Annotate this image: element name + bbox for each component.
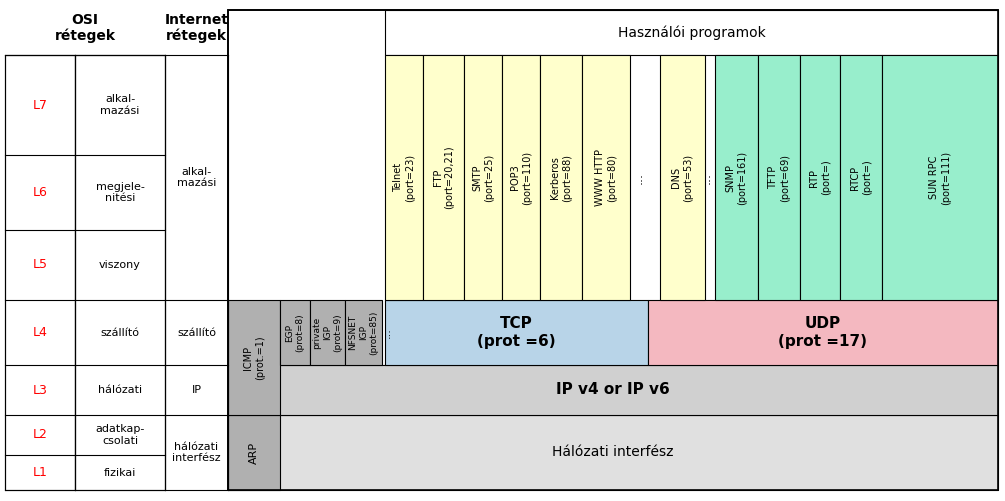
Bar <box>75 55 165 490</box>
Text: L4: L4 <box>32 326 47 339</box>
Text: hálózati: hálózati <box>97 385 142 395</box>
Bar <box>228 10 998 490</box>
Bar <box>582 55 630 300</box>
Text: viszony: viszony <box>99 260 141 270</box>
Bar <box>385 300 648 365</box>
Text: Hálózati interfész: Hálózati interfész <box>553 445 673 459</box>
Text: adatkap-
csolati: adatkap- csolati <box>95 424 145 446</box>
Bar <box>758 55 800 300</box>
Text: Használói programok: Használói programok <box>618 25 766 40</box>
Text: UDP
(prot =17): UDP (prot =17) <box>779 316 867 349</box>
Text: FTP
(port=20,21): FTP (port=20,21) <box>433 146 454 209</box>
Text: SMTP
(port=25): SMTP (port=25) <box>472 153 493 201</box>
Text: alkal-
mazási: alkal- mazási <box>177 167 216 188</box>
Text: RTP
(port=): RTP (port=) <box>809 160 831 195</box>
Text: L1: L1 <box>32 466 47 479</box>
Text: L7: L7 <box>32 99 47 112</box>
Text: ...: ... <box>382 327 392 338</box>
Text: Kerberos
(port=88): Kerberos (port=88) <box>550 153 572 201</box>
Bar <box>5 55 75 490</box>
Text: ...: ... <box>631 171 644 183</box>
Text: TCP
(prot =6): TCP (prot =6) <box>477 316 556 349</box>
Text: DNS
(port=53): DNS (port=53) <box>671 153 692 201</box>
Bar <box>228 365 998 415</box>
Bar <box>648 300 998 365</box>
Text: NFSNET
IGP
(prot=85): NFSNET IGP (prot=85) <box>349 310 379 355</box>
Bar <box>228 300 280 415</box>
Text: szállító: szállító <box>100 328 140 338</box>
Bar <box>345 300 382 365</box>
Text: POP3
(port=110): POP3 (port=110) <box>511 150 532 204</box>
Text: SNMP
(port=161): SNMP (port=161) <box>726 150 748 204</box>
Text: IP: IP <box>192 385 201 395</box>
Bar <box>385 10 998 55</box>
Bar <box>660 55 705 300</box>
Bar <box>280 300 310 365</box>
Text: L2: L2 <box>32 428 47 441</box>
Text: IP v4 or IP v6: IP v4 or IP v6 <box>556 382 670 397</box>
Bar <box>228 415 280 490</box>
Bar <box>423 55 464 300</box>
Text: ICMP
(prot.=1): ICMP (prot.=1) <box>243 335 264 380</box>
Bar <box>840 55 882 300</box>
Bar <box>800 55 840 300</box>
Bar <box>228 415 998 490</box>
Bar <box>715 55 758 300</box>
Text: hálózati
interfész: hálózati interfész <box>172 442 221 463</box>
Bar <box>540 55 582 300</box>
Text: szállító: szállító <box>177 328 216 338</box>
Text: ...: ... <box>699 171 713 183</box>
Text: private
IGP
(prot=9): private IGP (prot=9) <box>313 313 343 352</box>
Text: fizikai: fizikai <box>104 467 137 477</box>
Bar <box>464 55 502 300</box>
Text: RTCP
(port=): RTCP (port=) <box>850 160 871 195</box>
Bar <box>502 55 540 300</box>
Text: Internet
rétegek: Internet rétegek <box>165 13 228 44</box>
Text: alkal-
mazási: alkal- mazási <box>100 94 140 116</box>
Bar <box>882 55 998 300</box>
Text: L3: L3 <box>32 383 47 396</box>
Text: SUN RPC
(port=111): SUN RPC (port=111) <box>930 150 951 204</box>
Bar <box>385 55 423 300</box>
Text: megjele-
nitési: megjele- nitési <box>95 182 145 203</box>
Text: OSI
rétegek: OSI rétegek <box>54 13 116 44</box>
Text: TFTP
(port=69): TFTP (port=69) <box>768 153 790 201</box>
Bar <box>310 300 345 365</box>
Text: WWW HTTP
(port=80): WWW HTTP (port=80) <box>595 149 617 206</box>
Text: EGP
(prot=8): EGP (prot=8) <box>285 313 305 352</box>
Text: L6: L6 <box>32 186 47 199</box>
Text: L5: L5 <box>32 259 47 272</box>
Text: ARP: ARP <box>249 441 259 463</box>
Bar <box>228 10 998 490</box>
Text: Telnet
(port=23): Telnet (port=23) <box>393 153 415 201</box>
